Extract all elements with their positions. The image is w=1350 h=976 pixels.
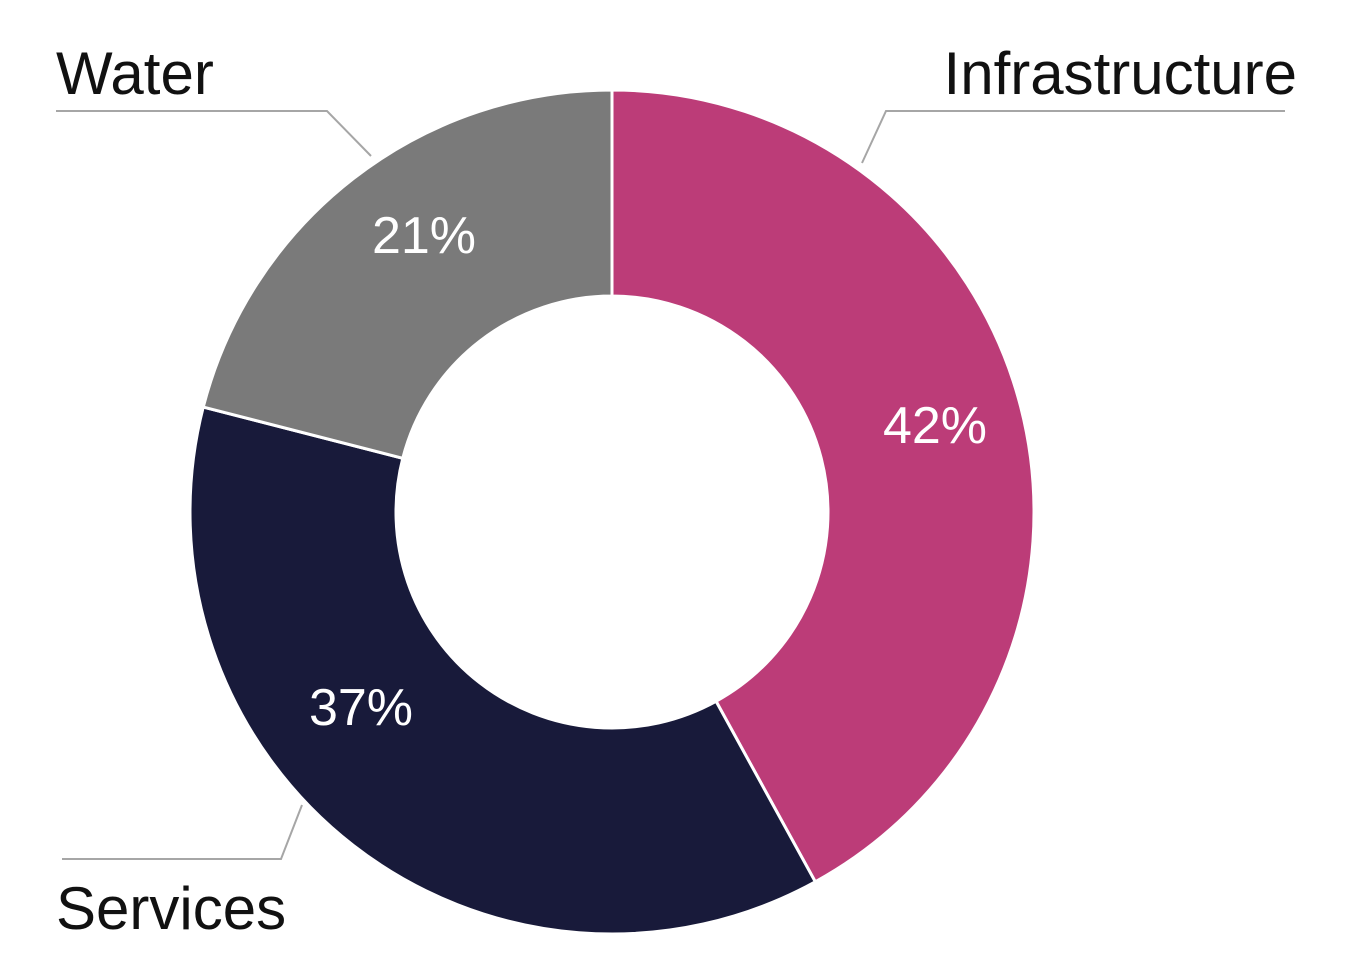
slice-infrastructure [610, 88, 1036, 884]
category-label-infrastructure: Infrastructure [944, 40, 1297, 107]
category-label-services: Services [56, 875, 286, 942]
slice-water [201, 88, 614, 461]
data-label-water: 21% [372, 207, 476, 265]
leader-line-infrastructure [861, 110, 1285, 164]
data-label-services: 37% [309, 679, 413, 737]
leader-line-services [62, 804, 303, 860]
slices-group [188, 88, 1036, 936]
data-label-infrastructure: 42% [883, 397, 987, 455]
category-label-water: Water [56, 40, 214, 107]
leader-line-water [56, 110, 372, 157]
slice-services [188, 405, 818, 936]
